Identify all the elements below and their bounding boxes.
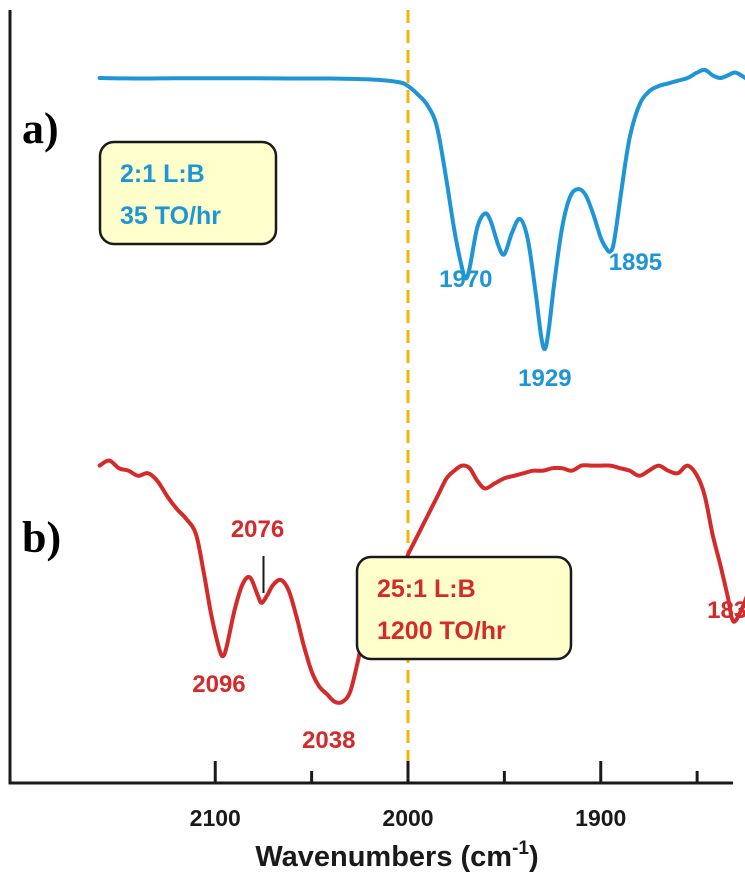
peak-label: 2076 xyxy=(231,516,284,543)
x-tick-label: 1900 xyxy=(575,805,626,831)
annotation-group: a) b) 2:1 L:B 35 TO/hr 25:1 L:B 1200 TO/hr 197… xyxy=(22,104,745,754)
x-axis: 2100200019001800 xyxy=(190,761,699,831)
panel-label-b: b) xyxy=(22,513,61,562)
series-line-b xyxy=(97,458,745,705)
peak-label: 1970 xyxy=(439,266,492,293)
series-group xyxy=(97,67,745,705)
x-axis-title-suffix: ) xyxy=(529,841,539,873)
plot-frame xyxy=(8,10,733,785)
x-tick-label: 2000 xyxy=(382,805,433,831)
x-axis-title-superscript: -1 xyxy=(512,838,529,859)
condition-turnover: 1200 TO/hr xyxy=(377,617,506,645)
peak-label: 1895 xyxy=(609,249,662,276)
peak-label: 1929 xyxy=(518,365,571,392)
condition-turnover: 35 TO/hr xyxy=(120,202,221,230)
peak-label: 2038 xyxy=(302,727,355,754)
condition-box xyxy=(355,555,573,661)
condition-ratio: 25:1 L:B xyxy=(377,575,476,603)
condition-box xyxy=(98,140,278,246)
series-line-a xyxy=(97,67,745,352)
x-axis-title: Wavenumbers (cm-1) xyxy=(255,838,538,873)
panel-label-a: a) xyxy=(22,104,59,153)
condition-ratio: 2:1 L:B xyxy=(120,160,205,188)
x-tick-label: 2100 xyxy=(190,805,241,831)
axis-frame-line xyxy=(8,10,733,785)
x-axis-title-main: Wavenumbers (cm xyxy=(255,841,512,873)
peak-label: 2096 xyxy=(192,671,245,698)
